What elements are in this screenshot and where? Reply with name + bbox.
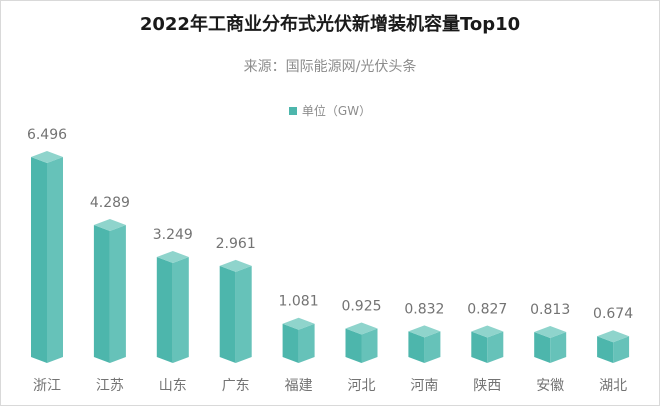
bar-right-face [172, 256, 189, 363]
category-label: 广东 [222, 378, 250, 394]
bar-top-face [282, 317, 315, 330]
bar-top-face [31, 151, 63, 163]
legend-swatch [288, 107, 297, 115]
bar-山东 [156, 250, 189, 363]
bar-河南 [408, 325, 441, 363]
value-label: 2.961 [216, 236, 256, 252]
bar-河北 [345, 322, 378, 363]
bar-left-face [93, 224, 110, 363]
category-label: 福建 [285, 378, 313, 394]
category-label: 山东 [159, 378, 187, 394]
bar-top-face [597, 330, 630, 343]
value-label: 0.925 [341, 299, 381, 315]
category-label: 陕西 [473, 378, 501, 394]
bar-left-face [345, 328, 362, 363]
bar-left-face [408, 331, 425, 363]
legend[interactable]: 单位（GW） [0, 102, 660, 119]
bar-安徽 [534, 325, 567, 363]
bar-right-face [487, 331, 504, 363]
bar-right-face [424, 331, 441, 363]
bar-right-face [550, 331, 567, 363]
value-label: 4.289 [90, 195, 130, 211]
bar-left-face [219, 265, 236, 363]
value-label: 6.496 [27, 127, 67, 143]
bar-top-face [534, 325, 567, 338]
chart-subtitle: 来源：国际能源网/光伏头条 [243, 59, 417, 75]
bar-福建 [282, 317, 315, 363]
bar-湖北 [597, 330, 630, 363]
value-label: 0.832 [404, 301, 444, 317]
value-label: 1.081 [279, 294, 319, 310]
bar-right-face [361, 328, 378, 363]
bar-top-face [345, 322, 378, 335]
bar-江苏 [93, 218, 126, 363]
category-label: 安徽 [536, 378, 564, 394]
bar-left-face [31, 157, 47, 363]
bar-right-face [47, 157, 63, 363]
value-label: 0.827 [467, 302, 507, 318]
bar-right-face [298, 323, 315, 363]
value-label: 0.674 [593, 306, 633, 322]
bar-浙江 [31, 151, 63, 363]
bar-广东 [219, 259, 252, 363]
bar-right-face [235, 265, 252, 363]
bar-陕西 [471, 325, 504, 363]
category-label: 浙江 [33, 378, 61, 394]
category-label: 湖北 [599, 378, 627, 394]
bar-right-face [613, 336, 630, 363]
bar-right-face [109, 224, 126, 363]
value-label: 0.813 [530, 302, 570, 318]
bar-top-face [219, 259, 252, 272]
bar-top-face [93, 218, 126, 231]
bar-left-face [534, 331, 551, 363]
bar-left-face [156, 256, 173, 363]
bar-top-face [156, 250, 189, 263]
category-label: 河南 [410, 378, 438, 394]
bar-left-face [471, 331, 488, 363]
bar-top-face [408, 325, 441, 338]
bar-left-face [282, 323, 299, 363]
legend-label: 单位（GW） [301, 104, 372, 118]
value-label: 3.249 [153, 227, 193, 243]
chart-title: 2022年工商业分布式光伏新增装机容量Top10 [139, 14, 521, 35]
category-label: 河北 [348, 378, 376, 394]
bar-left-face [597, 336, 614, 363]
category-label: 江苏 [96, 378, 124, 394]
bar-top-face [471, 325, 504, 338]
